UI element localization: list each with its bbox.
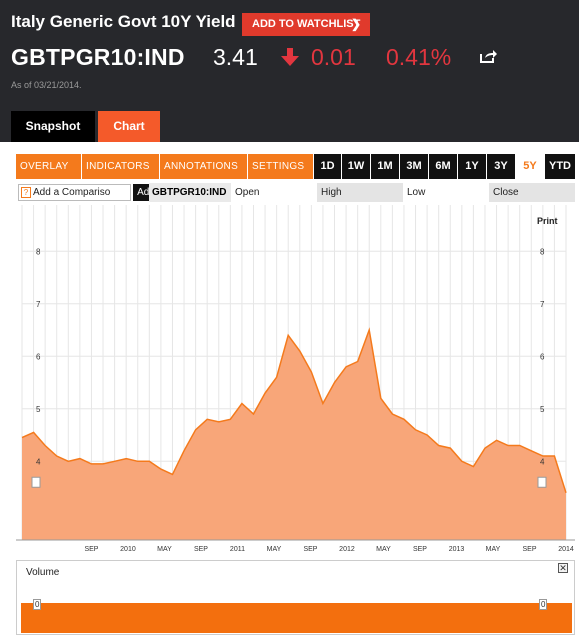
range-1d-button[interactable]: 1D: [314, 154, 341, 179]
x-tick-label: MAY: [376, 546, 391, 553]
y-tick-label-right: 6: [540, 352, 545, 361]
x-tick-label: MAY: [486, 546, 501, 553]
compare-input[interactable]: ? Add a Compariso: [18, 184, 131, 201]
y-tick-label-left: 5: [36, 405, 41, 414]
range-3y-button[interactable]: 3Y: [487, 154, 515, 179]
range-5y-button[interactable]: 5Y: [516, 154, 544, 179]
range-1w-button[interactable]: 1W: [342, 154, 370, 179]
volume-panel: Volume ✕ 0 0: [16, 560, 575, 635]
legend-ticker: GBTPGR10:IND: [149, 183, 231, 202]
volume-axis-right: 0: [539, 599, 548, 610]
close-icon[interactable]: ✕: [558, 563, 568, 573]
legend-low: Low: [403, 183, 489, 202]
x-tick-label: 2012: [339, 546, 355, 553]
x-tick-label: 2014: [558, 546, 574, 553]
quote-header: Italy Generic Govt 10Y Yield ADD TO WATC…: [0, 0, 579, 142]
price-line: [21, 327, 567, 494]
last-price: 3.41: [213, 44, 258, 70]
marker-box: [537, 476, 547, 488]
annotations-dropdown[interactable]: ANNOTATIONS ▼: [160, 154, 248, 197]
chevron-right-icon: ❯: [350, 17, 361, 31]
range-1m-button[interactable]: 1M: [371, 154, 399, 179]
price-change: 0.01: [311, 44, 356, 70]
y-tick-label-left: 4: [36, 457, 41, 466]
tab-snapshot[interactable]: Snapshot: [11, 111, 95, 142]
settings-dropdown[interactable]: SETTINGS ▼: [248, 154, 314, 197]
price-chart[interactable]: 4 4 5 5 6 6 7 7 8 8 SEP 2010 MAY SEP 2011 MAY SEP 2012 MA…: [16, 205, 575, 560]
arrow-down-icon: [281, 48, 299, 66]
y-tick-label-right: 4: [540, 457, 545, 466]
share-icon[interactable]: [480, 49, 498, 63]
help-icon: ?: [21, 186, 31, 198]
x-tick-label: MAY: [157, 546, 172, 553]
ticker-symbol: GBTPGR10:IND: [11, 44, 185, 70]
y-tick-label-left: 6: [36, 352, 41, 361]
marker-box: [31, 476, 41, 488]
overlay-dropdown[interactable]: OVERLAY ▼: [16, 154, 82, 197]
volume-label: Volume: [26, 567, 60, 578]
price-area-fill: [22, 330, 566, 540]
price-change-percent: 0.41%: [386, 44, 452, 70]
volume-bar: [21, 603, 572, 633]
as-of-date: As of 03/21/2014.: [11, 80, 82, 90]
y-tick-label-right: 5: [540, 405, 545, 414]
x-tick-label: SEP: [522, 546, 536, 553]
x-tick-label: MAY: [267, 546, 282, 553]
chart-toolbar: OVERLAY ▼ INDICATORS ▼ ANNOTATIONS ▼ SET…: [16, 154, 575, 197]
x-axis: SEP 2010 MAY SEP 2011 MAY SEP 2012 MAY SEP 2013 MAY…: [16, 539, 575, 553]
tab-chart[interactable]: Chart: [98, 111, 160, 142]
y-axis: 4 4 5 5 6 6 7 7 8 8: [36, 247, 545, 466]
x-tick-label: SEP: [194, 546, 208, 553]
legend-close: Close: [489, 183, 575, 202]
x-tick-label: 2011: [230, 546, 245, 553]
x-tick-label: SEP: [303, 546, 317, 553]
legend-high: High: [317, 183, 403, 202]
dividend-markers: [31, 476, 547, 488]
x-tick-label: SEP: [84, 546, 98, 553]
indicators-dropdown[interactable]: INDICATORS ▼: [82, 154, 160, 197]
x-tick-label: 2013: [449, 546, 465, 553]
compare-input-placeholder: Add a Compariso: [33, 187, 111, 198]
y-tick-label-right: 7: [540, 300, 545, 309]
range-6m-button[interactable]: 6M: [429, 154, 457, 179]
volume-axis-left: 0: [33, 599, 42, 610]
page-title: Italy Generic Govt 10Y Yield: [11, 12, 236, 31]
range-ytd-button[interactable]: YTD: [545, 154, 575, 179]
x-tick-label: 2010: [120, 546, 136, 553]
chart-legend-bar: ? Add a Compariso Add GBTPGR10:IND Open H…: [16, 183, 575, 202]
x-tick-label: SEP: [413, 546, 427, 553]
legend-open: Open: [231, 183, 317, 202]
y-tick-label-right: 8: [540, 247, 545, 256]
range-3m-button[interactable]: 3M: [400, 154, 428, 179]
y-tick-label-left: 7: [36, 300, 41, 309]
y-tick-label-left: 8: [36, 247, 41, 256]
print-button[interactable]: Print: [537, 216, 558, 226]
add-to-watchlist-label: ADD TO WATCHLIST: [252, 18, 361, 30]
add-to-watchlist-button[interactable]: ADD TO WATCHLIST ❯: [242, 13, 370, 36]
range-1y-button[interactable]: 1Y: [458, 154, 486, 179]
